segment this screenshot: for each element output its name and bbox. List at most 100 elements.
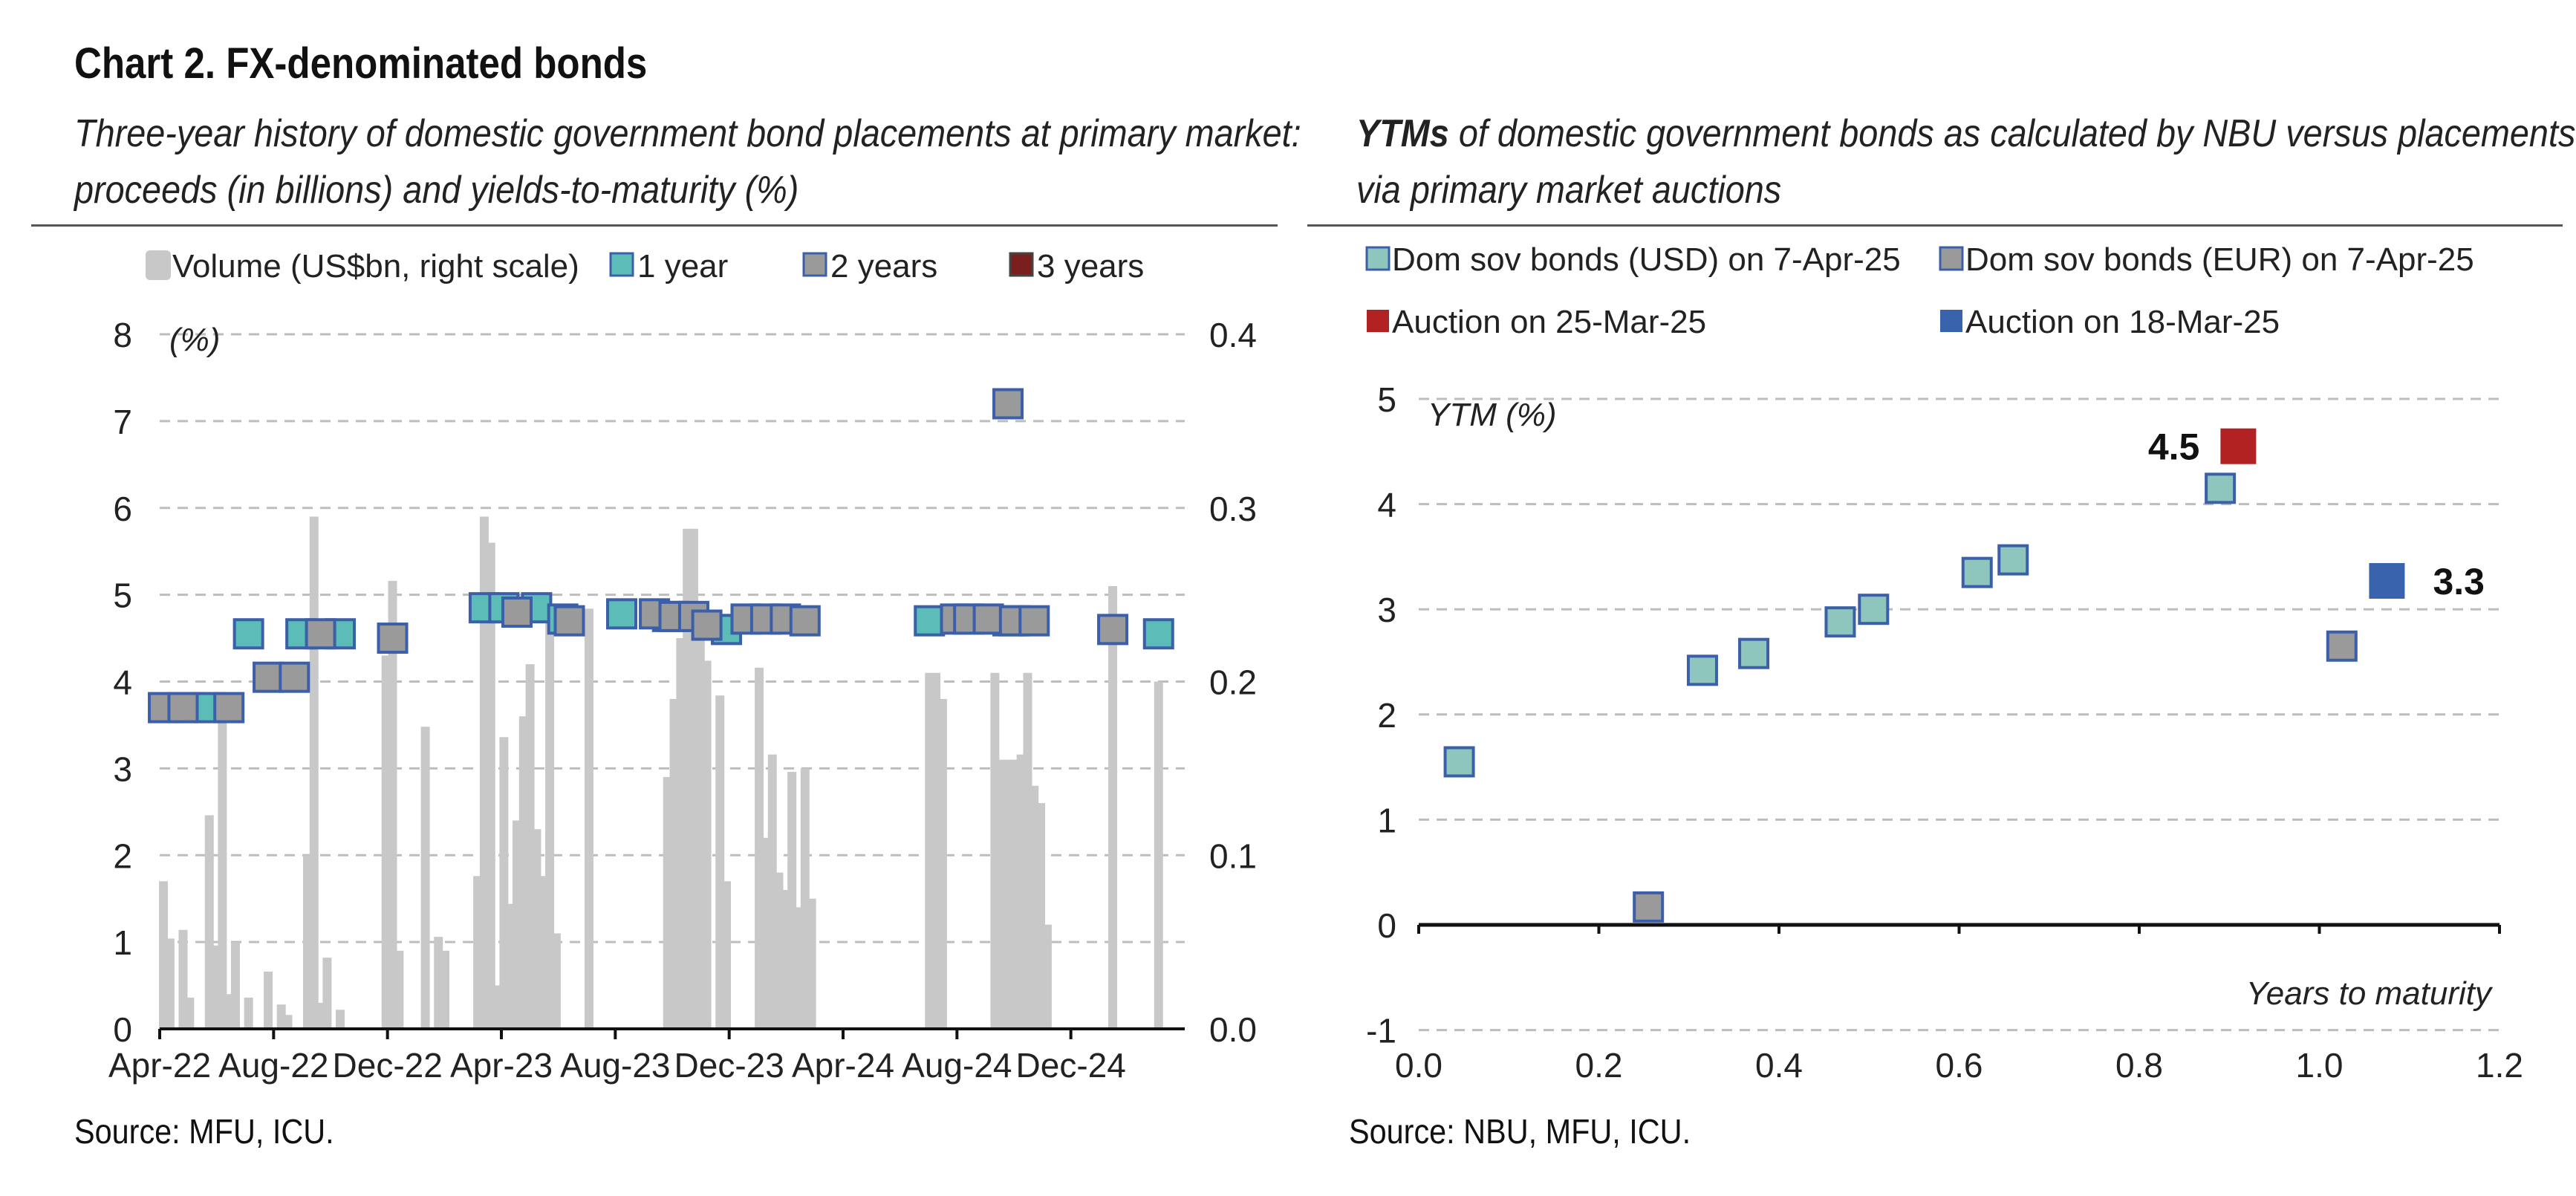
data-label: 3.3 (2433, 561, 2485, 602)
legend-label: 3 years (1037, 248, 1144, 285)
volume-bar (1042, 924, 1052, 1029)
x-tick-label: 1.2 (2476, 1046, 2523, 1085)
right-source-note: Source: NBU, MFU, ICU. (1349, 1112, 1691, 1151)
x-tick-label: 0.8 (2115, 1046, 2163, 1085)
legend-swatch-one-year (609, 252, 634, 277)
volume-bar (420, 727, 430, 1029)
x-tick-label: Apr-23 (450, 1046, 553, 1085)
y-tick-label-right: 0.2 (1209, 663, 1257, 702)
y-tick-label-right: 0.0 (1209, 1010, 1257, 1049)
point-usd (2205, 472, 2237, 504)
yield-marker-two-years (253, 661, 284, 693)
volume-bar (264, 971, 273, 1029)
legend-label: 2 years (830, 248, 937, 285)
yield-marker-two-years (1097, 614, 1129, 646)
point-auction-mar18 (2369, 562, 2405, 599)
y-tick-label-left: 1 (113, 923, 132, 962)
legend-label: Auction on 25-Mar-25 (1392, 304, 1706, 340)
legend-label: Dom sov bonds (EUR) on 7-Apr-25 (1965, 241, 2474, 278)
y-tick-label-left: 3 (113, 750, 132, 788)
point-usd (1824, 606, 1856, 638)
volume-bar (722, 881, 732, 1029)
left-source-note: Source: MFU, ICU. (74, 1112, 334, 1151)
y-tick-label-left: 6 (113, 490, 132, 528)
volume-bar (309, 516, 319, 1029)
yield-marker-two-years (972, 603, 1004, 635)
y-tick-label-left: 0 (113, 1010, 132, 1049)
point-usd (1858, 594, 1890, 625)
x-tick-label: Apr-22 (108, 1046, 211, 1085)
legend-label: Dom sov bonds (USD) on 7-Apr-25 (1392, 241, 1901, 278)
y-tick-label: -1 (1366, 1012, 1396, 1050)
chart-title: Chart 2. FX-denominated bonds (74, 39, 648, 88)
y-tick-label-right: 0.4 (1209, 316, 1257, 354)
yield-marker-two-years (305, 618, 336, 650)
x-tick-label: Apr-24 (792, 1046, 894, 1085)
y-tick-label-left: 2 (113, 836, 132, 875)
volume-bar (807, 898, 816, 1029)
y-axis-label: YTM (%) (1428, 397, 1557, 433)
x-tick-label: 0.2 (1575, 1046, 1623, 1085)
point-auction-mar25 (2220, 428, 2257, 464)
point-usd (1738, 637, 1770, 669)
x-tick-label: 1.0 (2296, 1046, 2344, 1085)
left-panel-rule (31, 224, 1278, 227)
y-tick-label-left: 7 (113, 403, 132, 441)
volume-bar (584, 608, 593, 1029)
yield-marker-two-years (553, 605, 585, 637)
point-usd (1686, 654, 1718, 686)
yield-marker-one-year (1142, 618, 1174, 650)
legend-label: Volume (US$bn, right scale) (172, 248, 579, 285)
y-tick-label-left: 4 (113, 663, 132, 702)
point-eur (2326, 630, 2358, 662)
legend-swatch-eur (1939, 246, 1964, 271)
legend-swatch-auction-mar25 (1367, 310, 1389, 332)
x-tick-label: Dec-23 (674, 1046, 784, 1085)
y-tick-label-left: 5 (113, 576, 132, 615)
right-panel-subtitle-text: of domestic government bonds as calculat… (1356, 112, 2576, 212)
x-tick-label: 0.4 (1755, 1046, 1803, 1085)
volume-bar (486, 542, 495, 1029)
y-tick-label: 5 (1377, 380, 1396, 419)
x-tick-label: Aug-23 (560, 1046, 670, 1085)
volume-bar (545, 603, 555, 1029)
y-tick-label: 4 (1377, 486, 1396, 524)
yield-marker-two-years (691, 609, 723, 641)
volume-bar (551, 933, 561, 1029)
volume-bar (322, 958, 332, 1029)
x-tick-label: 0.0 (1395, 1046, 1443, 1085)
volume-bar (394, 950, 404, 1029)
point-usd (1443, 746, 1475, 778)
volume-bar (230, 942, 240, 1029)
volume-bar (165, 938, 175, 1029)
y-axis-label: (%) (169, 322, 220, 358)
legend-swatch-two-years (802, 252, 827, 277)
volume-bar (1108, 585, 1118, 1029)
data-label: 4.5 (2148, 426, 2200, 468)
right-panel-subtitle: YTMs of domestic government bonds as cal… (1356, 105, 2576, 218)
x-tick-label: Aug-24 (902, 1046, 1012, 1085)
legend-label: 1 year (637, 248, 728, 285)
volume-bar (1154, 681, 1163, 1029)
right-panel-subtitle-bold: YTMs (1356, 112, 1449, 155)
volume-bar (244, 997, 253, 1029)
legend-swatch-auction-mar18 (1940, 310, 1962, 332)
yield-marker-two-years (213, 692, 245, 724)
volume-bar (937, 698, 947, 1029)
volume-bar (702, 660, 712, 1029)
legend-swatch-usd (1365, 246, 1391, 271)
yield-marker-one-year (232, 618, 264, 650)
volume-bar (336, 1010, 345, 1029)
yield-marker-two-years (167, 692, 199, 724)
y-tick-label-left: 8 (113, 316, 132, 354)
yield-marker-two-years (789, 605, 821, 637)
volume-bar (440, 950, 450, 1029)
yield-marker-two-years (992, 388, 1024, 420)
yield-marker-two-years (377, 623, 409, 654)
yield-marker-two-years (279, 661, 310, 693)
y-tick-label-right: 0.1 (1209, 836, 1257, 875)
legend-swatch-volume (146, 250, 171, 280)
y-tick-label: 3 (1377, 591, 1396, 629)
y-tick-label-right: 0.3 (1209, 490, 1257, 528)
